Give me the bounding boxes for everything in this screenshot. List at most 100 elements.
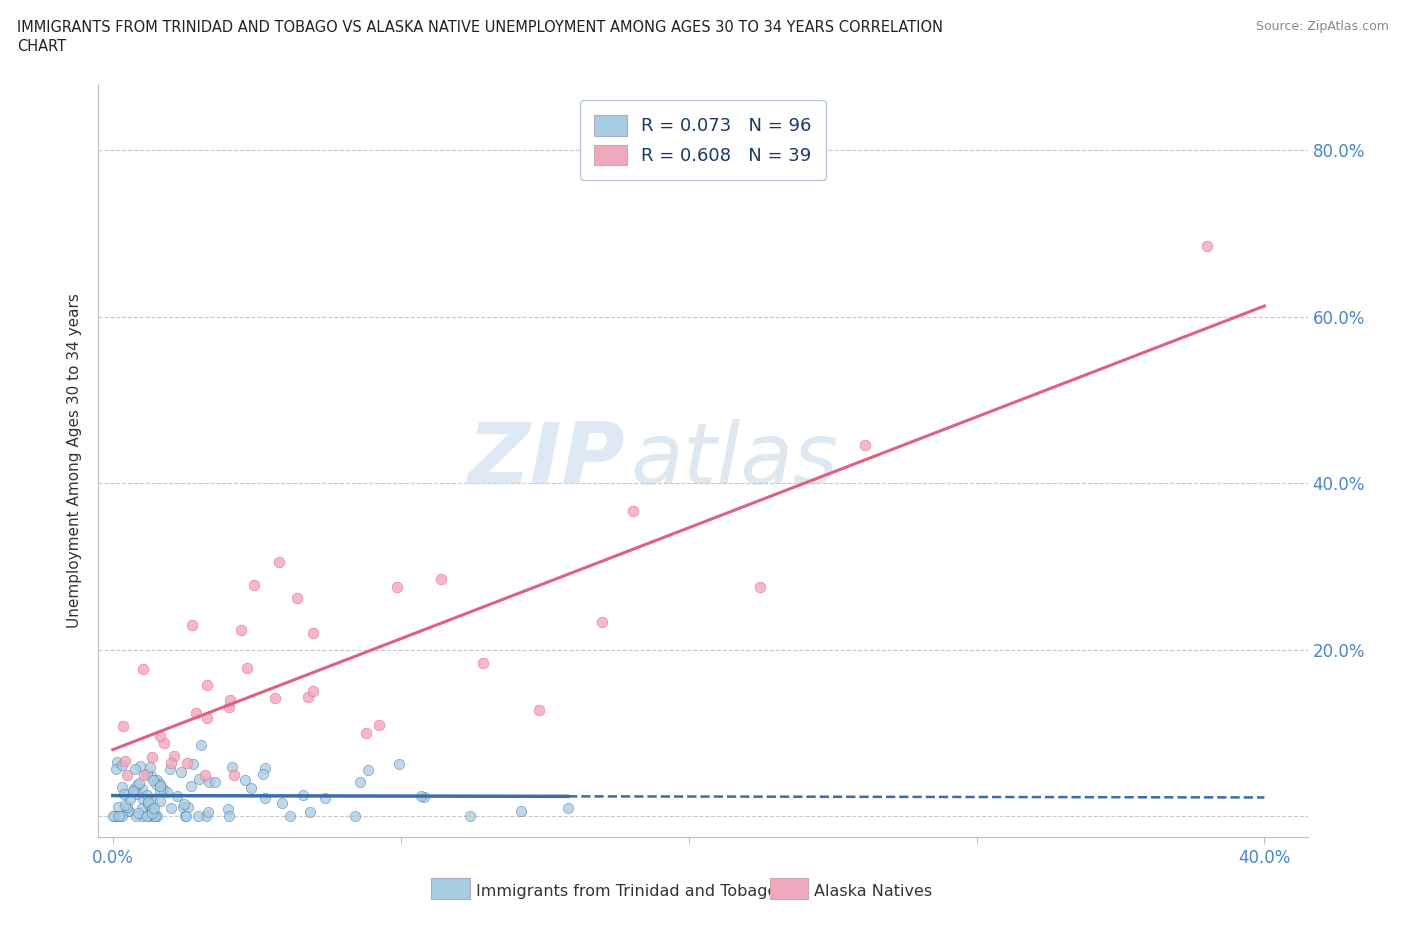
Point	[103, 809, 125, 824]
Point	[112, 719, 135, 734]
Text: atlas: atlas	[630, 418, 838, 502]
Point	[139, 804, 162, 818]
Point	[252, 766, 274, 781]
Point	[368, 717, 391, 732]
Point	[173, 809, 195, 824]
Point	[173, 796, 195, 811]
Point	[141, 806, 163, 821]
Point	[291, 788, 314, 803]
Point	[125, 777, 148, 792]
Point	[229, 622, 252, 637]
Point	[141, 794, 163, 809]
Point	[149, 729, 172, 744]
Text: ZIP: ZIP	[467, 418, 624, 502]
Point	[1195, 238, 1218, 253]
Point	[267, 555, 290, 570]
Point	[124, 781, 146, 796]
Point	[509, 804, 531, 818]
Point	[388, 757, 411, 772]
FancyBboxPatch shape	[432, 878, 470, 898]
Point	[142, 809, 165, 824]
Point	[172, 800, 194, 815]
Point	[591, 615, 613, 630]
Point	[194, 767, 217, 782]
Point	[149, 793, 172, 808]
Text: Immigrants from Trinidad and Tobago: Immigrants from Trinidad and Tobago	[475, 884, 778, 898]
Point	[621, 504, 644, 519]
Point	[145, 809, 167, 824]
Point	[111, 809, 134, 824]
Point	[118, 804, 141, 818]
Point	[195, 711, 218, 725]
Point	[117, 767, 139, 782]
Point	[343, 809, 366, 824]
Point	[748, 579, 770, 594]
Point	[118, 791, 141, 806]
Point	[139, 769, 162, 784]
Point	[153, 736, 176, 751]
Point	[527, 703, 550, 718]
Point	[429, 571, 451, 586]
Point	[354, 725, 377, 740]
Point	[297, 689, 319, 704]
Point	[136, 795, 159, 810]
Point	[163, 749, 186, 764]
Point	[222, 767, 245, 782]
Point	[235, 661, 257, 676]
Point	[160, 801, 183, 816]
Point	[253, 790, 276, 805]
Point	[278, 809, 301, 824]
Point	[142, 772, 165, 787]
Point	[166, 789, 188, 804]
Point	[150, 781, 173, 796]
Point	[557, 801, 579, 816]
Point	[131, 801, 153, 816]
Point	[187, 772, 209, 787]
Point	[108, 809, 131, 824]
Point	[221, 760, 243, 775]
Point	[135, 788, 157, 803]
Point	[111, 779, 134, 794]
Point	[853, 437, 876, 452]
Point	[141, 750, 163, 764]
Point	[135, 767, 157, 782]
Point	[105, 754, 128, 769]
Point	[146, 773, 169, 788]
Point	[411, 789, 433, 804]
Point	[357, 763, 380, 777]
Point	[131, 809, 153, 824]
Point	[138, 809, 160, 824]
Point	[181, 756, 204, 771]
Point	[385, 579, 408, 594]
Point	[314, 790, 336, 805]
Legend: R = 0.073   N = 96, R = 0.608   N = 39: R = 0.073 N = 96, R = 0.608 N = 39	[579, 100, 827, 179]
Point	[149, 784, 172, 799]
Point	[142, 800, 165, 815]
Point	[124, 762, 146, 777]
Point	[218, 699, 240, 714]
Point	[243, 578, 266, 592]
Point	[145, 777, 167, 791]
Point	[136, 796, 159, 811]
Point	[107, 809, 129, 824]
Point	[132, 661, 155, 676]
Point	[139, 760, 162, 775]
Point	[159, 762, 181, 777]
Point	[169, 764, 191, 779]
Point	[458, 809, 481, 824]
Point	[177, 800, 200, 815]
Point	[125, 809, 148, 824]
Point	[141, 802, 163, 817]
Point	[159, 755, 181, 770]
Point	[204, 775, 226, 790]
Point	[117, 799, 139, 814]
Point	[264, 691, 287, 706]
Point	[176, 756, 198, 771]
Point	[156, 785, 179, 800]
Point	[197, 775, 219, 790]
Point	[117, 804, 139, 819]
Point	[174, 809, 197, 824]
Point	[149, 778, 172, 793]
Point	[132, 791, 155, 806]
Point	[187, 809, 209, 824]
